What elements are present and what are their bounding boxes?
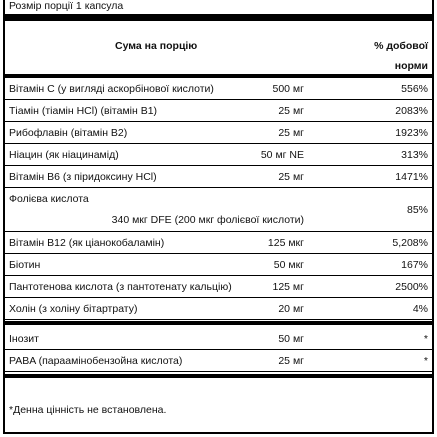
nutrient-row: Пантотенова кислота (з пантотенату кальц… [5,276,432,298]
daily-value: 4% [412,303,428,315]
nutrient-name: PABA (параамінобензойна кислота) [9,355,183,367]
nutrient-name: Біотин [9,259,41,271]
nutrient-row: Холін (з холіну бітартрату) 20 мг 4% [5,298,432,320]
nutrient-row: Ніацин (як ніацинамід) 50 мг NE 313% [5,144,432,166]
nutrient-row: Біотин 50 мкг 167% [5,254,432,276]
nutrient-amount: 25 мг [278,171,304,183]
nutrient-amount: 50 мкг [273,259,304,271]
daily-value: 1471% [395,171,428,183]
nutrient-amount: 340 мкг DFE (200 мкг фолієвої кислоти) [111,214,304,226]
nutrient-row: Рибофлавін (вітамін B2) 25 мг 1923% [5,122,432,144]
nutrient-amount: 50 мг NE [260,149,304,161]
nutrient-name: Інозит [9,333,39,345]
nutrient-amount: 125 мг [272,281,305,293]
nutrient-row: PABA (параамінобензойна кислота) 25 мг * [5,350,432,372]
daily-value: 85% [406,204,428,216]
daily-value: 2500% [395,281,428,293]
serving-size: Розмір порції 1 капсула [9,0,124,12]
nutrient-row: Інозит 50 мг * [5,328,432,350]
daily-value: 313% [401,149,428,161]
supplement-facts: Розмір порції 1 капсула Сума на порцію %… [3,0,434,434]
bottom-rule [5,374,432,378]
nutrient-name: Ніацин (як ніацинамід) [9,149,119,161]
nutrient-amount: 500 мг [272,83,305,95]
nutrient-name: Тіамін (тіамін HCl) (вітамін B1) [9,105,158,117]
nutrient-name: Вітамін B12 (як ціанокобаламін) [9,237,165,249]
daily-value: 1923% [395,127,428,139]
nutrient-amount: 25 мг [278,355,304,367]
daily-value: 167% [401,259,428,271]
daily-value: * [423,355,428,367]
nutrient-name: Рибофлавін (вітамін B2) [9,127,128,139]
nutrient-name: Фолієва кислота [9,193,89,205]
nutrient-row: Вітамін С (у вигляді аскорбінової кислот… [5,78,432,100]
nutrient-amount: 20 мг [278,303,304,315]
nutrient-amount: 125 мкг [267,237,304,249]
nutrient-name: Вітамін С (у вигляді аскорбінової кислот… [9,83,214,95]
daily-value: 556% [401,83,428,95]
medium-rule [5,74,432,78]
medium-rule [5,321,432,325]
nutrient-amount: 50 мг [278,333,304,345]
daily-value: 2083% [395,105,428,117]
footnote: *Денна цінність не встановлена. [9,404,167,416]
nutrient-row: Вітамін B6 (з піридоксину HCl) 25 мг 1471% [5,166,432,188]
amount-header: Сума на порцію [115,40,198,52]
nutrient-amount: 25 мг [278,127,304,139]
thick-rule [5,14,432,21]
nutrient-name: Вітамін B6 (з піридоксину HCl) [9,171,157,183]
dv-header: % добової норми [374,40,428,72]
nutrient-name: Пантотенова кислота (з пантотенату кальц… [9,281,232,293]
nutrient-row: Вітамін B12 (як ціанокобаламін) 125 мкг 5,… [5,232,432,254]
nutrient-amount: 25 мг [278,105,304,117]
daily-value: * [423,333,428,345]
daily-value: 5,208% [392,237,428,249]
nutrient-row: Фолієва кислота 340 мкг DFE (200 мкг фолі… [5,188,432,232]
nutrient-name: Холін (з холіну бітартрату) [9,303,138,315]
nutrient-row: Тіамін (тіамін HCl) (вітамін B1) 25 мг 208… [5,100,432,122]
